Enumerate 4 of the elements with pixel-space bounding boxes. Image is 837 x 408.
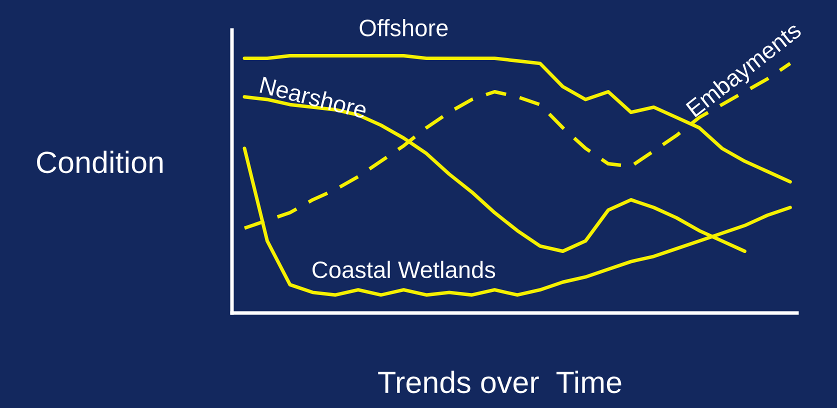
y-axis-title: Condition <box>37 150 163 174</box>
x-axis-title: Trends over Time <box>378 370 622 394</box>
series-label: Coastal Wetlands <box>312 260 496 278</box>
series-label: Offshore <box>360 18 448 36</box>
